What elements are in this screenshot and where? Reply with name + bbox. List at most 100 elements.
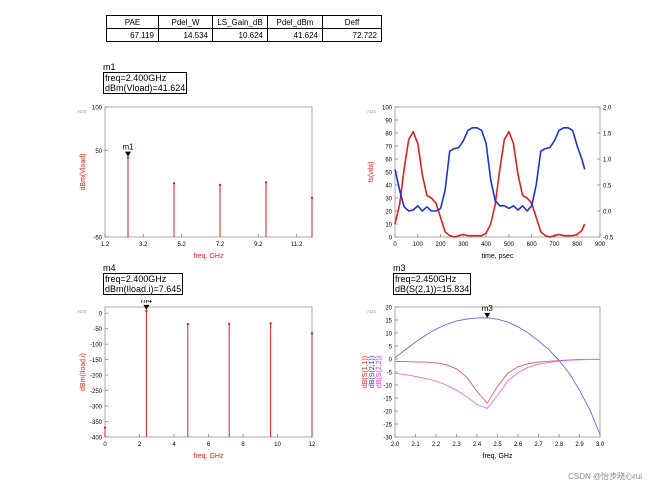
y-tick-label: -25: [383, 423, 392, 429]
marker-readout-values: freq=2.450GHz dB(S(2,1))=15.834: [393, 273, 472, 295]
x-tick-label: 200: [436, 242, 447, 248]
spectral-point: [310, 332, 314, 335]
x-tick-label: 12: [309, 442, 316, 448]
x-tick-label: 9.2: [254, 242, 263, 248]
x-tick-label: 10: [274, 442, 281, 448]
marker-readout-value: dBm(Iload.i)=7.645: [105, 284, 182, 294]
value-pae: 67.119: [106, 28, 159, 42]
y-tick-label: 10: [385, 223, 392, 229]
x-tick-label: 3.0: [596, 442, 605, 448]
marker-readout-m3[interactable]: m3 freq=2.450GHz dB(S(2,1))=15.834: [393, 263, 472, 295]
y2-tick-label: 2.0: [603, 106, 612, 112]
s-parameter-chart[interactable]: ADS -30 -25 -20 -15 -10 -5 0 5 10 15 20 2.0 2.1 2.2 2.3…: [355, 300, 615, 470]
y-axis-label-part: dB(S(2,1)): [369, 356, 376, 388]
x-tick-label: 800: [572, 242, 583, 248]
y-tick-label: -30: [383, 436, 392, 442]
marker-readout-values: freq=2.400GHz dBm(Vload)=41.624: [103, 72, 188, 94]
y-tick-label: 100: [382, 106, 393, 112]
y-tick-label: -10: [383, 384, 392, 390]
x-tick-label: 0: [103, 442, 107, 448]
x-tick-label: 7.2: [216, 242, 225, 248]
marker-label: m4: [141, 300, 153, 305]
x-tick-label: 400: [481, 242, 492, 248]
y-tick-label: 15: [385, 319, 392, 325]
y-tick-label: 50: [95, 149, 102, 155]
ads-tag: ADS: [367, 109, 376, 114]
header-pdel-dbm: Pdel_dBm: [267, 15, 323, 29]
x-tick-label: 5.2: [177, 242, 186, 248]
marker-triangle: [125, 151, 131, 157]
marker-triangle: [484, 312, 491, 318]
y-tick-label: -50: [93, 327, 102, 333]
marker-readout-name: m4: [103, 263, 116, 273]
marker-readout-m4[interactable]: m4 freq=2.400GHz dBm(Iload.i)=7.645: [103, 263, 184, 295]
x-tick-label: 500: [504, 242, 515, 248]
ads-tag: ADS: [77, 109, 86, 114]
header-deff: Deff: [322, 15, 382, 29]
spectral-point: [145, 309, 148, 313]
x-tick-label: 900: [595, 242, 606, 248]
series-line: [394, 317, 601, 435]
plot-frame: [104, 106, 313, 238]
value-pdel-w: 14.534: [158, 28, 213, 42]
series-line: [395, 358, 600, 404]
spectral-point: [269, 322, 272, 325]
y-tick-label: -150: [90, 358, 103, 364]
results-table: PAE Pdel_W LS_Gain_dB Pdel_dBm Deff 67.1…: [106, 15, 382, 42]
vload-spectrum-chart[interactable]: ADS -50 50 100 1.2 3.2 5.2 7.2 9.2 11.2 freq, GHz d…: [60, 100, 330, 270]
y-tick-label: 5: [389, 345, 393, 351]
y-axis-label-part: dB(S(1,1)): [362, 356, 369, 388]
spectral-point: [264, 181, 268, 184]
x-tick-label: 11.2: [291, 242, 303, 248]
x-tick-label: 2.4: [473, 442, 482, 448]
x-tick-label: 2.5: [493, 442, 502, 448]
marker-readout-m1[interactable]: m1 freq=2.400GHz dBm(Vload)=41.624: [103, 62, 188, 94]
y-axis-label: dBm(Vload): [80, 154, 87, 191]
x-tick-label: 0: [393, 242, 397, 248]
marker-readout-freq: freq=2.400GHz: [105, 274, 167, 284]
plot-frame: [394, 306, 601, 438]
spectral-point: [126, 156, 130, 159]
y2-tick-label: 1.5: [603, 132, 612, 138]
value-deff: 72.722: [322, 28, 382, 42]
x-tick-label: 2.9: [575, 442, 584, 448]
marker-readout-value: dB(S(2,1))=15.834: [395, 284, 470, 294]
y2-tick-label: 1.0: [603, 158, 612, 164]
marker-label: m3: [482, 304, 494, 313]
watermark-text: CSDN @怡步晓心rui: [568, 472, 642, 481]
header-ls-gain: LS_Gain_dB: [212, 15, 268, 29]
y2-tick-label: -0.5: [603, 236, 614, 242]
header-pae: PAE: [106, 15, 159, 29]
series-line: [394, 359, 600, 409]
y-tick-label: -300: [90, 405, 103, 411]
value-pdel-dbm: 41.624: [267, 28, 323, 42]
spectral-point: [310, 196, 314, 200]
x-tick-label: 2.3: [452, 442, 461, 448]
y-tick-label: 50: [385, 171, 392, 177]
y-axis-label-part: dB(S(2,2)): [376, 356, 383, 388]
y-tick-label: -5: [387, 371, 393, 377]
y-tick-label: -15: [383, 397, 392, 403]
y-tick-label: 40: [385, 184, 392, 190]
time-domain-chart[interactable]: ADS 0 10 20 30 40 50 60 70 80 90 100 -0.5 0.0 0.5 1.0 1.…: [355, 100, 615, 270]
x-tick-label: 2.1: [411, 442, 420, 448]
x-tick-label: 100: [413, 242, 424, 248]
marker-readout-freq: freq=2.400GHz: [105, 73, 167, 83]
x-tick-label: 1.2: [101, 242, 110, 248]
results-header-row: PAE Pdel_W LS_Gain_dB Pdel_dBm Deff: [106, 15, 382, 29]
iload-spectrum-chart[interactable]: ADS -400 -350 -300 -250 -200 -150 -100 -50 0 0 2 4 6 8…: [60, 300, 330, 470]
y-tick-label: 0: [389, 358, 393, 364]
y-tick-label: -350: [90, 420, 103, 426]
series-line-tsvds: [394, 130, 586, 238]
plot-frame: [394, 106, 601, 238]
y-tick-label: -200: [90, 374, 103, 380]
spectral-point: [218, 183, 222, 187]
x-tick-label: 2: [138, 442, 142, 448]
y-tick-label: 90: [385, 119, 392, 125]
x-tick-label: 4: [172, 442, 176, 448]
spectral-point: [186, 322, 189, 326]
x-tick-label: 2.7: [534, 442, 543, 448]
y2-tick-label: 0.0: [603, 210, 612, 216]
marker-readout-value: dBm(Vload)=41.624: [105, 83, 186, 93]
y-axis-label: ts(vds): [368, 162, 375, 183]
